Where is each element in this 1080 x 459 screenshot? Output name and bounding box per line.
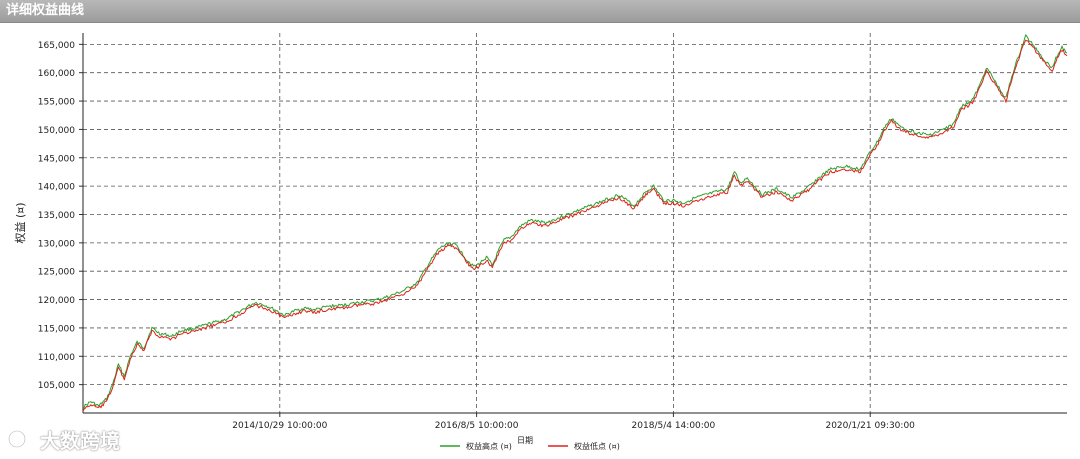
plot-area bbox=[83, 33, 1067, 413]
y-tick-label: 140,000 bbox=[38, 183, 75, 193]
y-tick-label: 165,000 bbox=[38, 41, 75, 51]
y-tick-label: 110,000 bbox=[38, 353, 75, 363]
y-tick-label: 160,000 bbox=[38, 69, 75, 79]
watermark-logo-icon bbox=[8, 430, 32, 448]
y-tick-label: 135,000 bbox=[38, 211, 75, 221]
x-tick-label: 2018/5/4 14:00:00 bbox=[632, 421, 716, 431]
y-tick-label: 105,000 bbox=[38, 381, 75, 391]
y-tick-label: 125,000 bbox=[38, 268, 75, 278]
y-axis-title: 权益 (¤) bbox=[13, 202, 27, 243]
y-tick-label: 155,000 bbox=[38, 98, 75, 108]
y-tick-label: 145,000 bbox=[38, 154, 75, 164]
equity-curve-chart: 105,000 110,000 115,000 120,000 125,000 130,0… bbox=[13, 33, 1068, 451]
x-tick-label: 2014/10/29 10:00:00 bbox=[232, 421, 327, 431]
x-tick-label: 2016/8/5 10:00:00 bbox=[435, 421, 519, 431]
window-title: 详细权益曲线 bbox=[6, 3, 85, 18]
watermark: 大数跨境 bbox=[8, 425, 120, 453]
y-tick-label: 120,000 bbox=[38, 296, 75, 306]
y-tick-label: 115,000 bbox=[38, 324, 75, 334]
y-tick-label: 150,000 bbox=[38, 126, 75, 136]
series-line-equity-low bbox=[82, 39, 1068, 412]
y-tick-label: 130,000 bbox=[38, 239, 75, 249]
series-line-equity-high bbox=[82, 34, 1068, 410]
x-axis-title: 日期 bbox=[517, 436, 533, 445]
watermark-text: 大数跨境 bbox=[40, 428, 120, 453]
legend-label: 权益高点 (¤) bbox=[466, 441, 512, 451]
chart-title-bar: 详细权益曲线 bbox=[0, 0, 1080, 23]
x-tick-label: 2020/1/21 09:30:00 bbox=[825, 421, 915, 431]
legend-label: 权益低点 (¤) bbox=[574, 441, 620, 451]
